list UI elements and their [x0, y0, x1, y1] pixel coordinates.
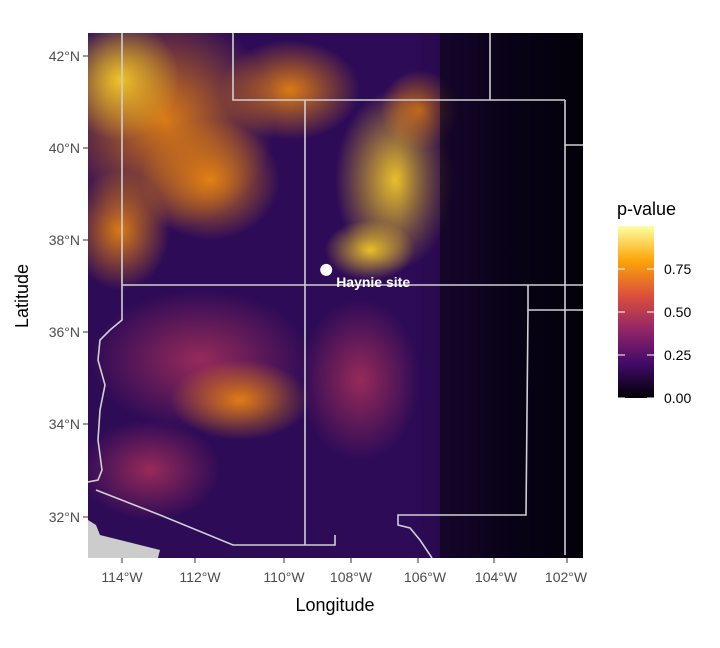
border-idaho-east [232, 33, 305, 101]
y-tick-label: 38°N [49, 232, 80, 248]
x-tick-label: 110°W [263, 569, 305, 585]
border-nevada-arizona [88, 285, 123, 483]
x-tick-label: 102°W [545, 569, 588, 585]
border-mexico [95, 489, 336, 546]
y-axis: 42°N 40°N 38°N 36°N 34°N 32°N Latitude [12, 48, 88, 525]
site-marker-group: Haynie site [320, 263, 410, 290]
raster-hotspot [300, 300, 420, 460]
x-tick-label: 104°W [475, 569, 518, 585]
raster-hotspot [88, 170, 170, 290]
x-tick-label: 112°W [179, 569, 221, 585]
x-tick-label: 114°W [101, 569, 143, 585]
y-tick-label: 34°N [49, 416, 80, 432]
y-tick-label: 42°N [49, 48, 80, 64]
no-data-area [88, 520, 160, 558]
x-axis-title: Longitude [295, 595, 374, 615]
raster-hotspot [325, 220, 415, 280]
border-nm-texas [397, 309, 529, 558]
raster-hotspot [140, 120, 280, 240]
raster-hotspot [88, 420, 220, 520]
legend-label: 0.25 [664, 347, 691, 363]
legend-label: 0.75 [664, 261, 691, 277]
site-marker[interactable] [320, 263, 333, 276]
state-borders [88, 33, 583, 558]
y-tick-label: 40°N [49, 140, 80, 156]
raster-east-dark [440, 33, 583, 558]
legend-label: 0.00 [664, 390, 691, 406]
legend-label: 0.50 [664, 304, 691, 320]
y-tick-label: 36°N [49, 324, 80, 340]
x-axis: 114°W 112°W 110°W 108°W 106°W 104°W 102°… [101, 558, 588, 615]
site-label: Haynie site [336, 274, 410, 290]
raster-hotspot [170, 360, 310, 440]
legend-title: p-value [617, 199, 676, 219]
raster-hotspot [220, 40, 360, 140]
y-tick-label: 32°N [49, 509, 80, 525]
raster-panel [88, 33, 583, 558]
y-axis-title: Latitude [12, 264, 32, 328]
x-tick-label: 106°W [404, 569, 447, 585]
x-tick-label: 108°W [330, 569, 373, 585]
legend: p-value 0.75 0.50 0.25 0.00 [617, 199, 691, 406]
raster-hotspot [88, 33, 180, 140]
